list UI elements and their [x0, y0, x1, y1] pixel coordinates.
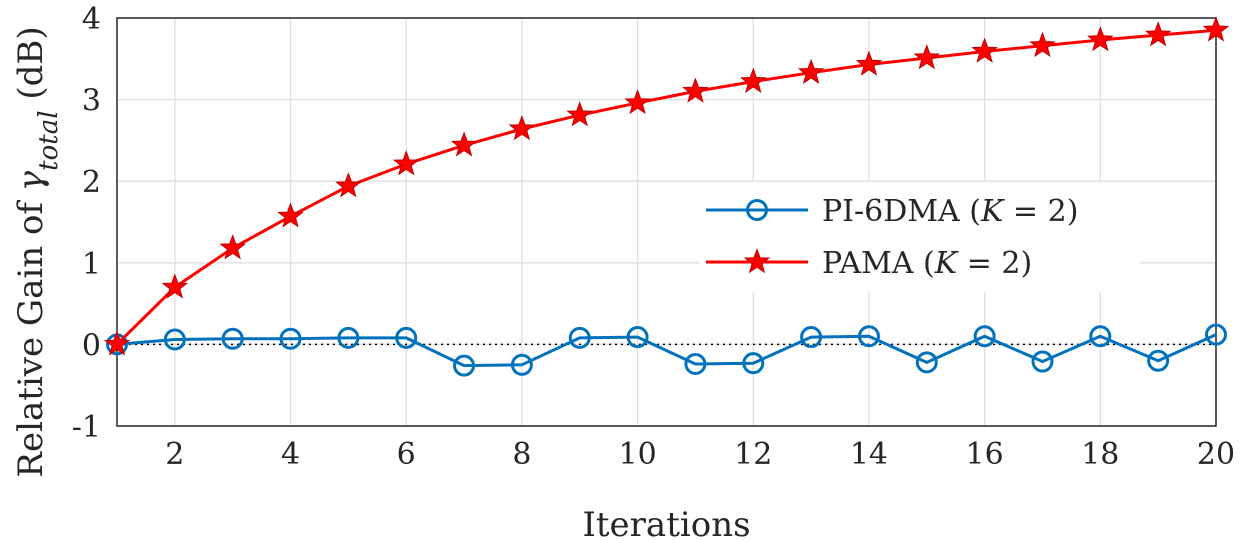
y-axis-label-symbol: γ [11, 170, 51, 191]
x-axis-label: Iterations [582, 505, 750, 541]
data-point [740, 67, 767, 93]
data-point [742, 352, 765, 375]
legend-marker [743, 248, 771, 274]
data-point [335, 172, 362, 198]
x-tick-label: 10 [618, 437, 656, 472]
legend-series-name: PAMA [822, 246, 914, 281]
data-point [1089, 325, 1112, 348]
data-point [624, 88, 651, 115]
data-point [103, 330, 131, 356]
x-tick-label: 2 [165, 437, 184, 472]
data-point [973, 325, 996, 348]
data-point [337, 326, 360, 349]
y-tick-label: 0 [82, 328, 101, 363]
legend-param-value: 2 [1001, 246, 1020, 281]
data-point [684, 352, 707, 375]
x-tick-label: 6 [397, 437, 416, 472]
legend-param: K [934, 246, 959, 281]
y-axis-label-suffix: (dB) [11, 26, 51, 110]
legend-box [700, 182, 1140, 292]
data-point [395, 326, 418, 349]
x-tick-label: 16 [966, 437, 1004, 472]
legend-label-pi-6dma: PI-6DMA (K = 2) [822, 194, 1078, 229]
series-pama [103, 16, 1230, 356]
data-point [1087, 26, 1114, 52]
data-point [161, 273, 189, 299]
data-point [163, 328, 186, 351]
x-tick-label: 14 [850, 437, 888, 472]
y-tick-label: 3 [82, 84, 101, 119]
data-point [857, 325, 880, 348]
legend-entry-pi-6dma: PI-6DMA (K = 2) [706, 194, 1078, 229]
data-point [1147, 349, 1170, 372]
legend-marker-pi-6dma [746, 199, 768, 221]
legend-param-value: 2 [1048, 194, 1067, 229]
data-point [453, 354, 476, 377]
data-point [1031, 350, 1054, 373]
legend-marker [746, 199, 768, 221]
data-point [797, 58, 825, 84]
data-point [913, 44, 941, 70]
data-point [855, 50, 883, 76]
legend-param: K [980, 194, 1005, 229]
x-tick-label: 4 [281, 437, 300, 472]
data-point [800, 326, 823, 349]
legend-label-pama: PAMA (K = 2) [822, 246, 1032, 281]
legend-marker-pama [743, 248, 771, 274]
data-point [682, 77, 709, 103]
data-point [450, 131, 478, 157]
y-tick-label: -1 [72, 410, 101, 445]
y-tick-label: 4 [82, 2, 101, 37]
data-point [392, 150, 420, 176]
series-line [115, 28, 1217, 346]
data-point [279, 327, 302, 350]
x-tick-label: 12 [734, 437, 772, 472]
y-axis-label-prefix: Relative Gain of [11, 191, 51, 477]
data-point [1029, 31, 1056, 58]
data-point [221, 327, 244, 350]
data-point [277, 202, 304, 228]
data-point [1144, 21, 1172, 47]
data-point [566, 101, 593, 127]
y-tick-label: 2 [82, 165, 101, 200]
legend-entry-pama: PAMA (K = 2) [706, 246, 1032, 281]
data-point [1202, 16, 1230, 42]
y-axis-label-subscript: total [34, 110, 64, 170]
plot-area [116, 17, 1217, 427]
data-point [508, 115, 536, 141]
data-point [971, 37, 998, 63]
y-axis-label: Relative Gain of γtotal (dB) [11, 26, 64, 477]
legend-series-name: PI-6DMA [822, 194, 960, 229]
data-point [510, 353, 533, 376]
x-tick-label: 18 [1081, 437, 1119, 472]
data-point [1205, 323, 1227, 346]
series-layer [103, 16, 1230, 377]
data-point [568, 326, 591, 349]
data-point [626, 326, 649, 349]
data-point [219, 234, 246, 260]
legend: PI-6DMA (K = 2) PAMA (K = 2) [700, 182, 1140, 292]
x-tick-label: 20 [1197, 437, 1235, 472]
data-point [915, 351, 938, 374]
y-tick-label: 1 [82, 247, 101, 282]
x-tick-label: 8 [512, 437, 531, 472]
series-pi-6dma [106, 323, 1227, 377]
